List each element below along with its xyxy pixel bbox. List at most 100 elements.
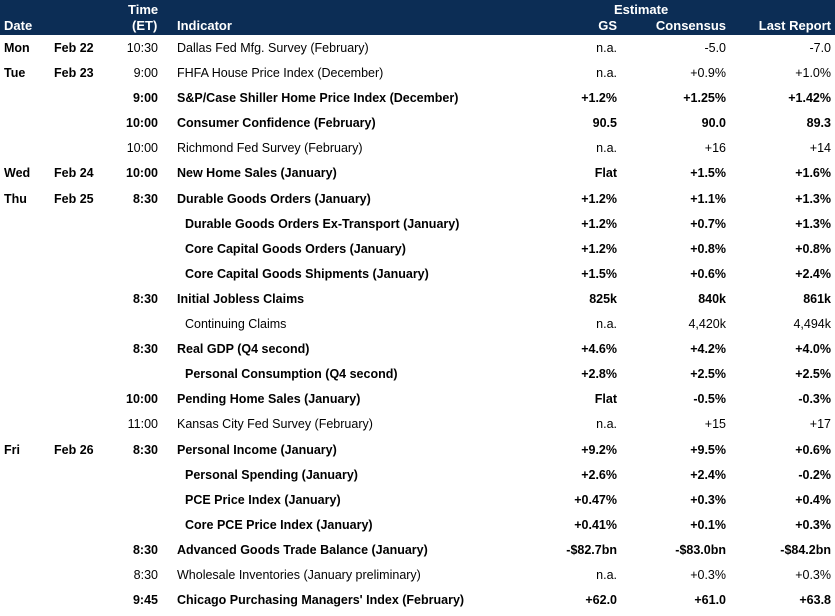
table-row: 9:45 Chicago Purchasing Managers' Index (… (0, 587, 835, 612)
row-consensus: -5.0 (704, 41, 726, 55)
row-consensus: -$83.0bn (675, 542, 726, 557)
row-last-report: +0.4% (795, 492, 831, 507)
table-row: 11:00 Kansas City Fed Survey (February) n.… (0, 411, 835, 436)
row-consensus: -0.5% (693, 392, 726, 407)
row-indicator: Wholesale Inventories (January prelimina… (177, 567, 421, 582)
row-last-report: +1.0% (795, 66, 831, 81)
row-time: 10:00 (126, 141, 158, 156)
table-row: PCE Price Index (January) +0.47% +0.3% +0.4… (0, 487, 835, 512)
row-consensus: +4.2% (690, 342, 726, 357)
row-indicator: Core PCE Price Index (January) (185, 517, 373, 532)
row-indicator: S&P/Case Shiller Home Price Index (Decem… (177, 91, 459, 106)
row-last-report: +1.3% (795, 216, 831, 231)
row-gs-estimate: 90.5 (592, 116, 617, 131)
row-indicator: Initial Jobless Claims (177, 291, 305, 306)
row-last-report: -7.0 (809, 41, 831, 55)
row-gs-estimate: +2.8% (581, 367, 617, 382)
table-row: 8:30 Real GDP (Q4 second) +4.6% +4.2% +4.0% (0, 336, 835, 361)
row-gs-estimate: 825k (589, 291, 617, 306)
row-last-report: -0.3% (798, 392, 831, 407)
table-row: 10:00 Consumer Confidence (February) 90.5 9… (0, 110, 835, 135)
row-indicator: Advanced Goods Trade Balance (January) (177, 542, 428, 557)
row-indicator: Dallas Fed Mfg. Survey (February) (177, 41, 369, 55)
row-date: Feb 25 (54, 191, 94, 206)
row-date: Feb 23 (54, 66, 94, 81)
row-last-report: +63.8 (799, 593, 831, 608)
row-gs-estimate: +4.6% (581, 342, 617, 357)
table-row: Tue Feb 23 9:00 FHFA House Price Index (Dec… (0, 60, 835, 85)
row-indicator: Personal Spending (January) (185, 467, 358, 482)
row-gs-estimate: n.a. (596, 41, 617, 55)
row-indicator: Durable Goods Orders Ex-Transport (Janua… (185, 216, 460, 231)
row-gs-estimate: +1.2% (581, 191, 617, 206)
row-consensus: +0.6% (690, 266, 726, 281)
row-gs-estimate: +1.5% (581, 266, 617, 281)
row-indicator: FHFA House Price Index (December) (177, 66, 384, 81)
row-indicator: PCE Price Index (January) (185, 492, 341, 507)
row-last-report: +0.3% (795, 517, 831, 532)
row-day: Fri (4, 442, 20, 457)
row-last-report: +0.8% (795, 241, 831, 256)
row-day: Thu (4, 191, 27, 206)
table-row: Personal Spending (January) +2.6% +2.4% -0.… (0, 462, 835, 487)
row-consensus: +1.5% (690, 166, 726, 181)
row-last-report: +2.5% (795, 367, 831, 382)
row-consensus: +15 (704, 417, 726, 432)
row-consensus: +0.7% (690, 216, 726, 231)
row-last-report: +2.4% (795, 266, 831, 281)
row-consensus: +1.25% (683, 91, 726, 106)
row-time: 9:00 (133, 66, 158, 81)
row-indicator: Durable Goods Orders (January) (177, 191, 371, 206)
row-indicator: Personal Income (January) (177, 442, 337, 457)
table-row: Mon Feb 22 10:30 Dallas Fed Mfg. Survey (Fe… (0, 35, 835, 60)
row-last-report: -0.2% (798, 467, 831, 482)
row-consensus: +0.3% (690, 567, 726, 582)
row-time: 8:30 (132, 291, 158, 306)
table-row: 10:00 Richmond Fed Survey (February) n.a. +… (0, 135, 835, 160)
header-estimate: Estimate (614, 2, 669, 17)
row-time: 9:45 (132, 593, 158, 608)
row-date: Feb 22 (54, 41, 94, 55)
row-gs-estimate: n.a. (596, 141, 617, 156)
table-row: Durable Goods Orders Ex-Transport (Janua… (0, 211, 835, 236)
table-row: 8:30 Wholesale Inventories (January preli… (0, 562, 835, 587)
table-row: 9:00 S&P/Case Shiller Home Price Index (D… (0, 85, 835, 110)
header-consensus: Consensus (655, 18, 726, 33)
row-time: 8:30 (133, 567, 158, 582)
row-last-report: 861k (803, 291, 831, 306)
row-last-report: -$84.2bn (780, 542, 831, 557)
table-header: Date Time (ET) Indicator Estimate GS Con… (0, 0, 835, 35)
row-time: 9:00 (132, 91, 158, 106)
table-row: 8:30 Initial Jobless Claims 825k 840k 861k (0, 286, 835, 311)
table-row: Personal Consumption (Q4 second) +2.8% +2.… (0, 361, 835, 386)
row-indicator: Kansas City Fed Survey (February) (177, 417, 373, 432)
header-gs: GS (598, 18, 617, 33)
row-last-report: +14 (809, 141, 831, 156)
row-last-report: +1.6% (795, 166, 831, 181)
table-row: Continuing Claims n.a. 4,420k 4,494k (0, 311, 835, 336)
header-date: Date (4, 18, 33, 33)
row-indicator: Core Capital Goods Orders (January) (185, 241, 406, 256)
table-row: Fri Feb 26 8:30 Personal Income (January) +9… (0, 437, 835, 462)
row-day: Wed (4, 166, 31, 181)
row-gs-estimate: n.a. (596, 567, 617, 582)
row-indicator: Chicago Purchasing Managers' Index (Febr… (177, 593, 465, 608)
row-last-report: +0.6% (795, 442, 831, 457)
row-time: 10:00 (126, 392, 158, 407)
header-indicator: Indicator (177, 18, 232, 33)
row-indicator: Pending Home Sales (January) (177, 392, 361, 407)
row-gs-estimate: n.a. (596, 66, 617, 81)
table-row: 10:00 Pending Home Sales (January) Flat -0.… (0, 386, 835, 411)
row-consensus: +0.3% (690, 492, 726, 507)
row-time: 10:00 (126, 116, 158, 131)
row-indicator: Core Capital Goods Shipments (January) (185, 266, 429, 281)
row-gs-estimate: Flat (594, 166, 617, 181)
row-indicator: Richmond Fed Survey (February) (177, 141, 363, 156)
table-row: Core PCE Price Index (January) +0.41% +0.1… (0, 512, 835, 537)
row-consensus: +61.0 (694, 593, 726, 608)
row-gs-estimate: -$82.7bn (566, 542, 617, 557)
row-consensus: +1.1% (690, 191, 726, 206)
row-gs-estimate: n.a. (596, 417, 617, 432)
header-time-zone: (ET) (132, 18, 158, 33)
row-gs-estimate: +9.2% (581, 442, 617, 457)
